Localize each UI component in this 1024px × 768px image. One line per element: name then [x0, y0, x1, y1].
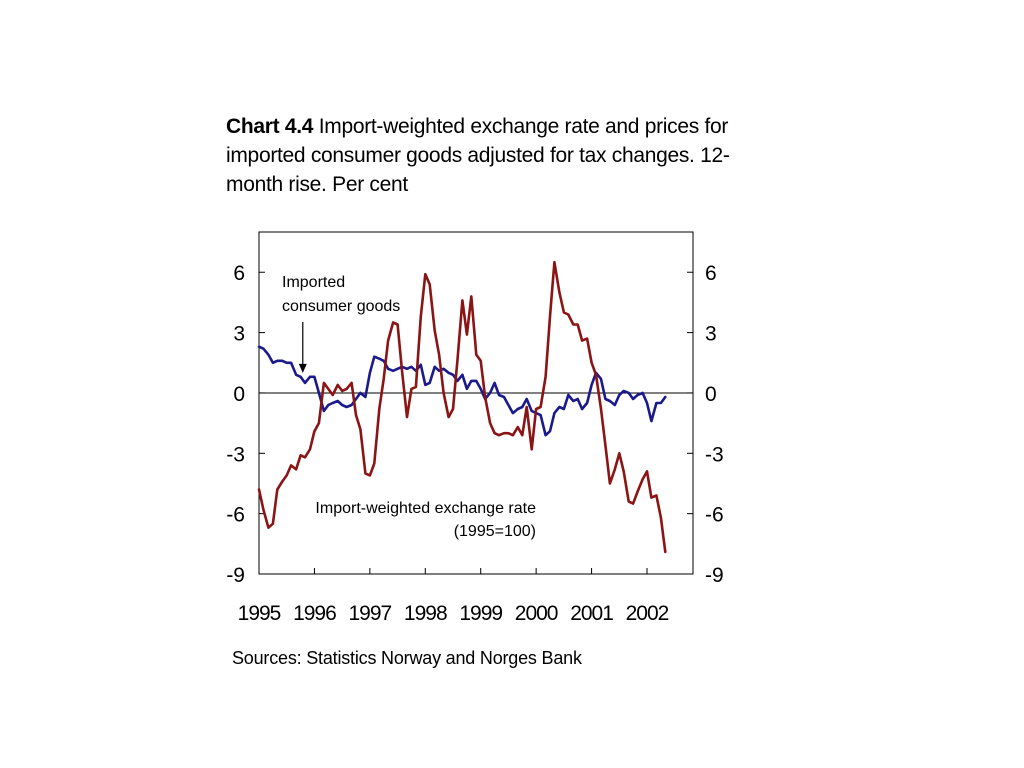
x-tick-label: 1997 [348, 602, 391, 625]
annotation-imported-line-1: Imported [282, 274, 345, 291]
chart-title-text: Import-weighted exchange rate and prices… [226, 115, 730, 196]
x-tick-label: 2000 [515, 602, 558, 625]
x-tick-labels: 1995 1996 1997 1998 1999 2000 2001 2002 [238, 602, 670, 625]
x-tick-label: 1995 [238, 602, 281, 625]
annotation-exchange-line-1: Import-weighted exchange rate [315, 500, 536, 517]
y-tick-label-left: -3 [226, 443, 245, 466]
x-tick-label: 1996 [293, 602, 336, 625]
source-note: Sources: Statistics Norway and Norges Ba… [232, 648, 582, 668]
y-ticks-left [259, 271, 265, 575]
x-tick-label: 2001 [570, 602, 613, 625]
y-tick-label-left: -6 [226, 504, 245, 527]
chart-number: Chart 4.4 [226, 115, 314, 138]
annotation-exchange-rate: Import-weighted exchange rate (1995=100) [315, 500, 536, 540]
x-ticks [258, 568, 648, 574]
y-tick-labels-left: 6 3 0 -3 -6 -9 [226, 262, 245, 587]
chart-title: Chart 4.4 Import-weighted exchange rate … [226, 112, 736, 199]
y-ticks-right [687, 271, 693, 575]
y-tick-label-left: 6 [233, 262, 245, 285]
y-tick-label-left: 0 [233, 383, 245, 406]
annotation-imported-consumer-goods: Imported consumer goods [282, 274, 400, 373]
y-tick-label-left: -9 [226, 564, 245, 587]
x-tick-label: 1999 [459, 602, 502, 625]
y-tick-label-right: 6 [705, 262, 717, 285]
y-tick-label-right: 0 [705, 383, 717, 406]
annotation-exchange-line-2: (1995=100) [454, 523, 536, 540]
y-tick-label-right: -9 [705, 564, 724, 587]
y-tick-labels-right: 6 3 0 -3 -6 -9 [705, 262, 724, 587]
y-tick-label-left: 3 [233, 323, 245, 346]
plot-area [257, 231, 694, 575]
y-tick-label-right: -6 [705, 504, 724, 527]
plot-frame [258, 231, 694, 575]
x-tick-label: 2002 [626, 602, 669, 625]
x-tick-label: 1998 [404, 602, 447, 625]
series-group [257, 260, 667, 554]
y-tick-label-right: 3 [705, 323, 717, 346]
series-line-imported-consumer-goods [257, 345, 667, 437]
series-line-import-weighted-exchange-rate [257, 260, 667, 554]
annotation-imported-line-2: consumer goods [282, 298, 400, 315]
annotation-arrow-head [298, 363, 307, 373]
y-tick-label-right: -3 [705, 443, 724, 466]
